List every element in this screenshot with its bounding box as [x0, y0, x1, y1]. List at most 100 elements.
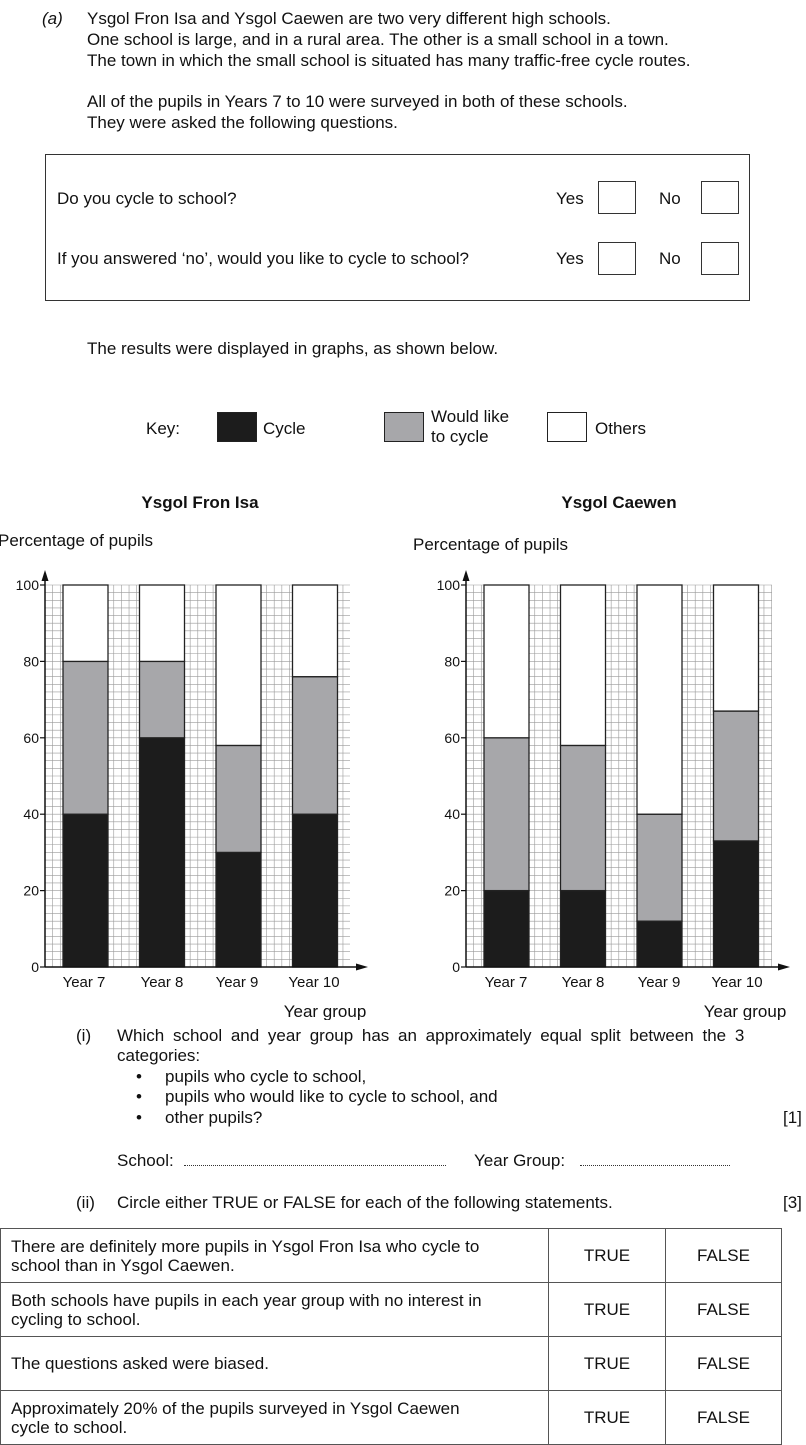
statement-2-false-option[interactable]: FALSE: [665, 1282, 782, 1337]
chart-2-y-axis-arrow: [462, 570, 470, 581]
chart-2-bar-3-would-like: [636, 813, 683, 922]
part-i-question-line-2: categories:: [117, 1046, 201, 1065]
bullet-3-text: other pupils?: [165, 1108, 263, 1127]
questionnaire-box: [45, 154, 750, 301]
survey-line-2: They were asked the following questions.: [87, 113, 398, 132]
school-answer-label: School:: [117, 1151, 174, 1170]
q1-no-label: No: [659, 189, 681, 208]
statement-text: The questions asked were biased.: [0, 1336, 549, 1391]
chart-1-y-tick-label-2: 40: [23, 806, 39, 822]
key-cycle-swatch: [217, 412, 257, 442]
results-text: The results were displayed in graphs, as…: [87, 339, 499, 358]
key-others-swatch: [547, 412, 587, 442]
key-would-like-swatch: [384, 412, 424, 442]
chart-1-category-label-2: Year 8: [141, 974, 184, 991]
chart-1-y-tick-label-0: 0: [31, 959, 39, 975]
year-group-answer-label: Year Group:: [474, 1151, 566, 1170]
chart-2-y-tick-label-2: 40: [444, 806, 460, 822]
survey-line-1: All of the pupils in Years 7 to 10 were …: [87, 92, 628, 111]
chart-1-bar-1-cycle: [62, 813, 109, 968]
part-ii-marks: [3]: [783, 1193, 802, 1212]
charts-area: Ysgol Fron Isa Percentage of pupils Year g…: [0, 493, 790, 1020]
chart-2-y-axis-label: Percentage of pupils: [413, 535, 568, 554]
chart-1-bar-4-others: [291, 584, 339, 678]
statement-1-true-option[interactable]: TRUE: [548, 1228, 666, 1283]
chart-2-category-label-2: Year 8: [562, 974, 605, 991]
statement-row: Both schools have pupils in each year gr…: [0, 1282, 782, 1337]
part-i-number: (i): [76, 1026, 92, 1045]
bullet-3: •: [136, 1108, 142, 1127]
statement-2-line-1: Both schools have pupils in each year gr…: [11, 1290, 482, 1310]
key-label: Key:: [146, 419, 181, 438]
bullet-2-text: pupils who would like to cycle to school…: [165, 1087, 498, 1106]
question-1: Do you cycle to school?: [57, 189, 237, 208]
q2-yes-checkbox[interactable]: [598, 242, 636, 275]
q2-no-label: No: [659, 249, 681, 268]
statement-1-false-option[interactable]: FALSE: [665, 1228, 782, 1283]
statement-4-true-option[interactable]: TRUE: [548, 1390, 666, 1445]
chart-2-y-tick-label-5: 100: [437, 577, 461, 593]
chart-1-y-tick-label-4: 80: [23, 653, 39, 669]
chart-2-bar-2-would-like: [559, 744, 607, 892]
chart-1-category-label-4: Year 10: [288, 974, 339, 991]
bullet-1-text: pupils who cycle to school,: [165, 1067, 367, 1086]
chart-2-category-label-3: Year 9: [638, 974, 681, 991]
statement-3-true-option[interactable]: TRUE: [548, 1336, 666, 1391]
chart-1-bar-4-cycle: [291, 813, 339, 968]
chart-2-bar-4-others: [712, 584, 760, 712]
chart-1-y-tick-label-3: 60: [23, 730, 39, 746]
statement-row: There are definitely more pupils in Ysgo…: [0, 1228, 782, 1283]
chart-2-bar-1-cycle: [483, 889, 530, 968]
school-answer-field[interactable]: [184, 1165, 446, 1166]
chart-2-bar-1-others: [483, 584, 530, 739]
chart-1-category-label-3: Year 9: [216, 974, 259, 991]
chart-1-bar-3-would-like: [215, 744, 262, 854]
part-label: (a): [42, 9, 63, 28]
statement-1-line-2: school than in Ysgol Caewen.: [11, 1255, 235, 1275]
chart-1-bar-1-would-like: [62, 660, 109, 815]
chart-2-y-tick-label-3: 60: [444, 730, 460, 746]
chart-1-bar-2-would-like: [138, 660, 186, 739]
year-group-answer-field[interactable]: [580, 1165, 730, 1166]
key-others-label: Others: [595, 419, 647, 438]
key-would-like-label-1: Would like: [431, 407, 510, 426]
intro-line-3: The town in which the small school is si…: [87, 51, 691, 70]
chart-1-title: Ysgol Fron Isa: [141, 493, 259, 512]
statement-4-false-option[interactable]: FALSE: [665, 1390, 782, 1445]
chart-1-bar-4-would-like: [291, 676, 339, 815]
chart-2-bar-4-cycle: [712, 840, 760, 968]
chart-2-bar-2-cycle: [559, 889, 607, 968]
part-ii-instruction: Circle either TRUE or FALSE for each of …: [117, 1193, 613, 1212]
chart-2-bar-3-others: [636, 584, 683, 815]
chart-2-y-tick-label-4: 80: [444, 653, 460, 669]
chart-2-category-label-1: Year 7: [485, 974, 528, 991]
statement-1-line-1: There are definitely more pupils in Ysgo…: [11, 1236, 480, 1256]
statement-4-line-2: cycle to school.: [11, 1417, 128, 1437]
part-i-question-line-1: Which school and year group has an appro…: [117, 1026, 745, 1045]
chart-1-y-tick-label-5: 100: [16, 577, 40, 593]
statement-text: There are definitely more pupils in Ysgo…: [0, 1228, 549, 1283]
chart-1-x-axis-label: Year group: [284, 1002, 367, 1020]
statement-row: Approximately 20% of the pupils surveyed…: [0, 1390, 782, 1445]
chart-1-y-axis-arrow: [41, 570, 49, 581]
statement-2-line-2: cycling to school.: [11, 1309, 141, 1329]
q1-yes-checkbox[interactable]: [598, 181, 636, 214]
chart-1-x-axis-arrow: [356, 963, 368, 971]
q2-no-checkbox[interactable]: [701, 242, 739, 275]
statements-table: There are definitely more pupils in Ysgo…: [0, 1228, 782, 1445]
chart-2-x-axis-arrow: [778, 963, 790, 971]
chart-1-y-tick-label-1: 20: [23, 883, 39, 899]
chart-1-category-label-1: Year 7: [63, 974, 106, 991]
statement-text: Approximately 20% of the pupils surveyed…: [0, 1390, 549, 1445]
chart-2-y-tick-label-0: 0: [452, 959, 460, 975]
q1-no-checkbox[interactable]: [701, 181, 739, 214]
question-2: If you answered ‘no’, would you like to …: [57, 249, 470, 268]
statement-3-false-option[interactable]: FALSE: [665, 1336, 782, 1391]
statement-2-true-option[interactable]: TRUE: [548, 1282, 666, 1337]
statement-3-line-1: The questions asked were biased.: [11, 1354, 269, 1373]
chart-1-bar-1-others: [62, 584, 109, 663]
chart-1-bar-3-others: [215, 584, 262, 747]
statement-4-line-1: Approximately 20% of the pupils surveyed…: [11, 1398, 460, 1418]
chart-2-bar-1-would-like: [483, 737, 530, 892]
part-ii-number: (ii): [76, 1193, 95, 1212]
